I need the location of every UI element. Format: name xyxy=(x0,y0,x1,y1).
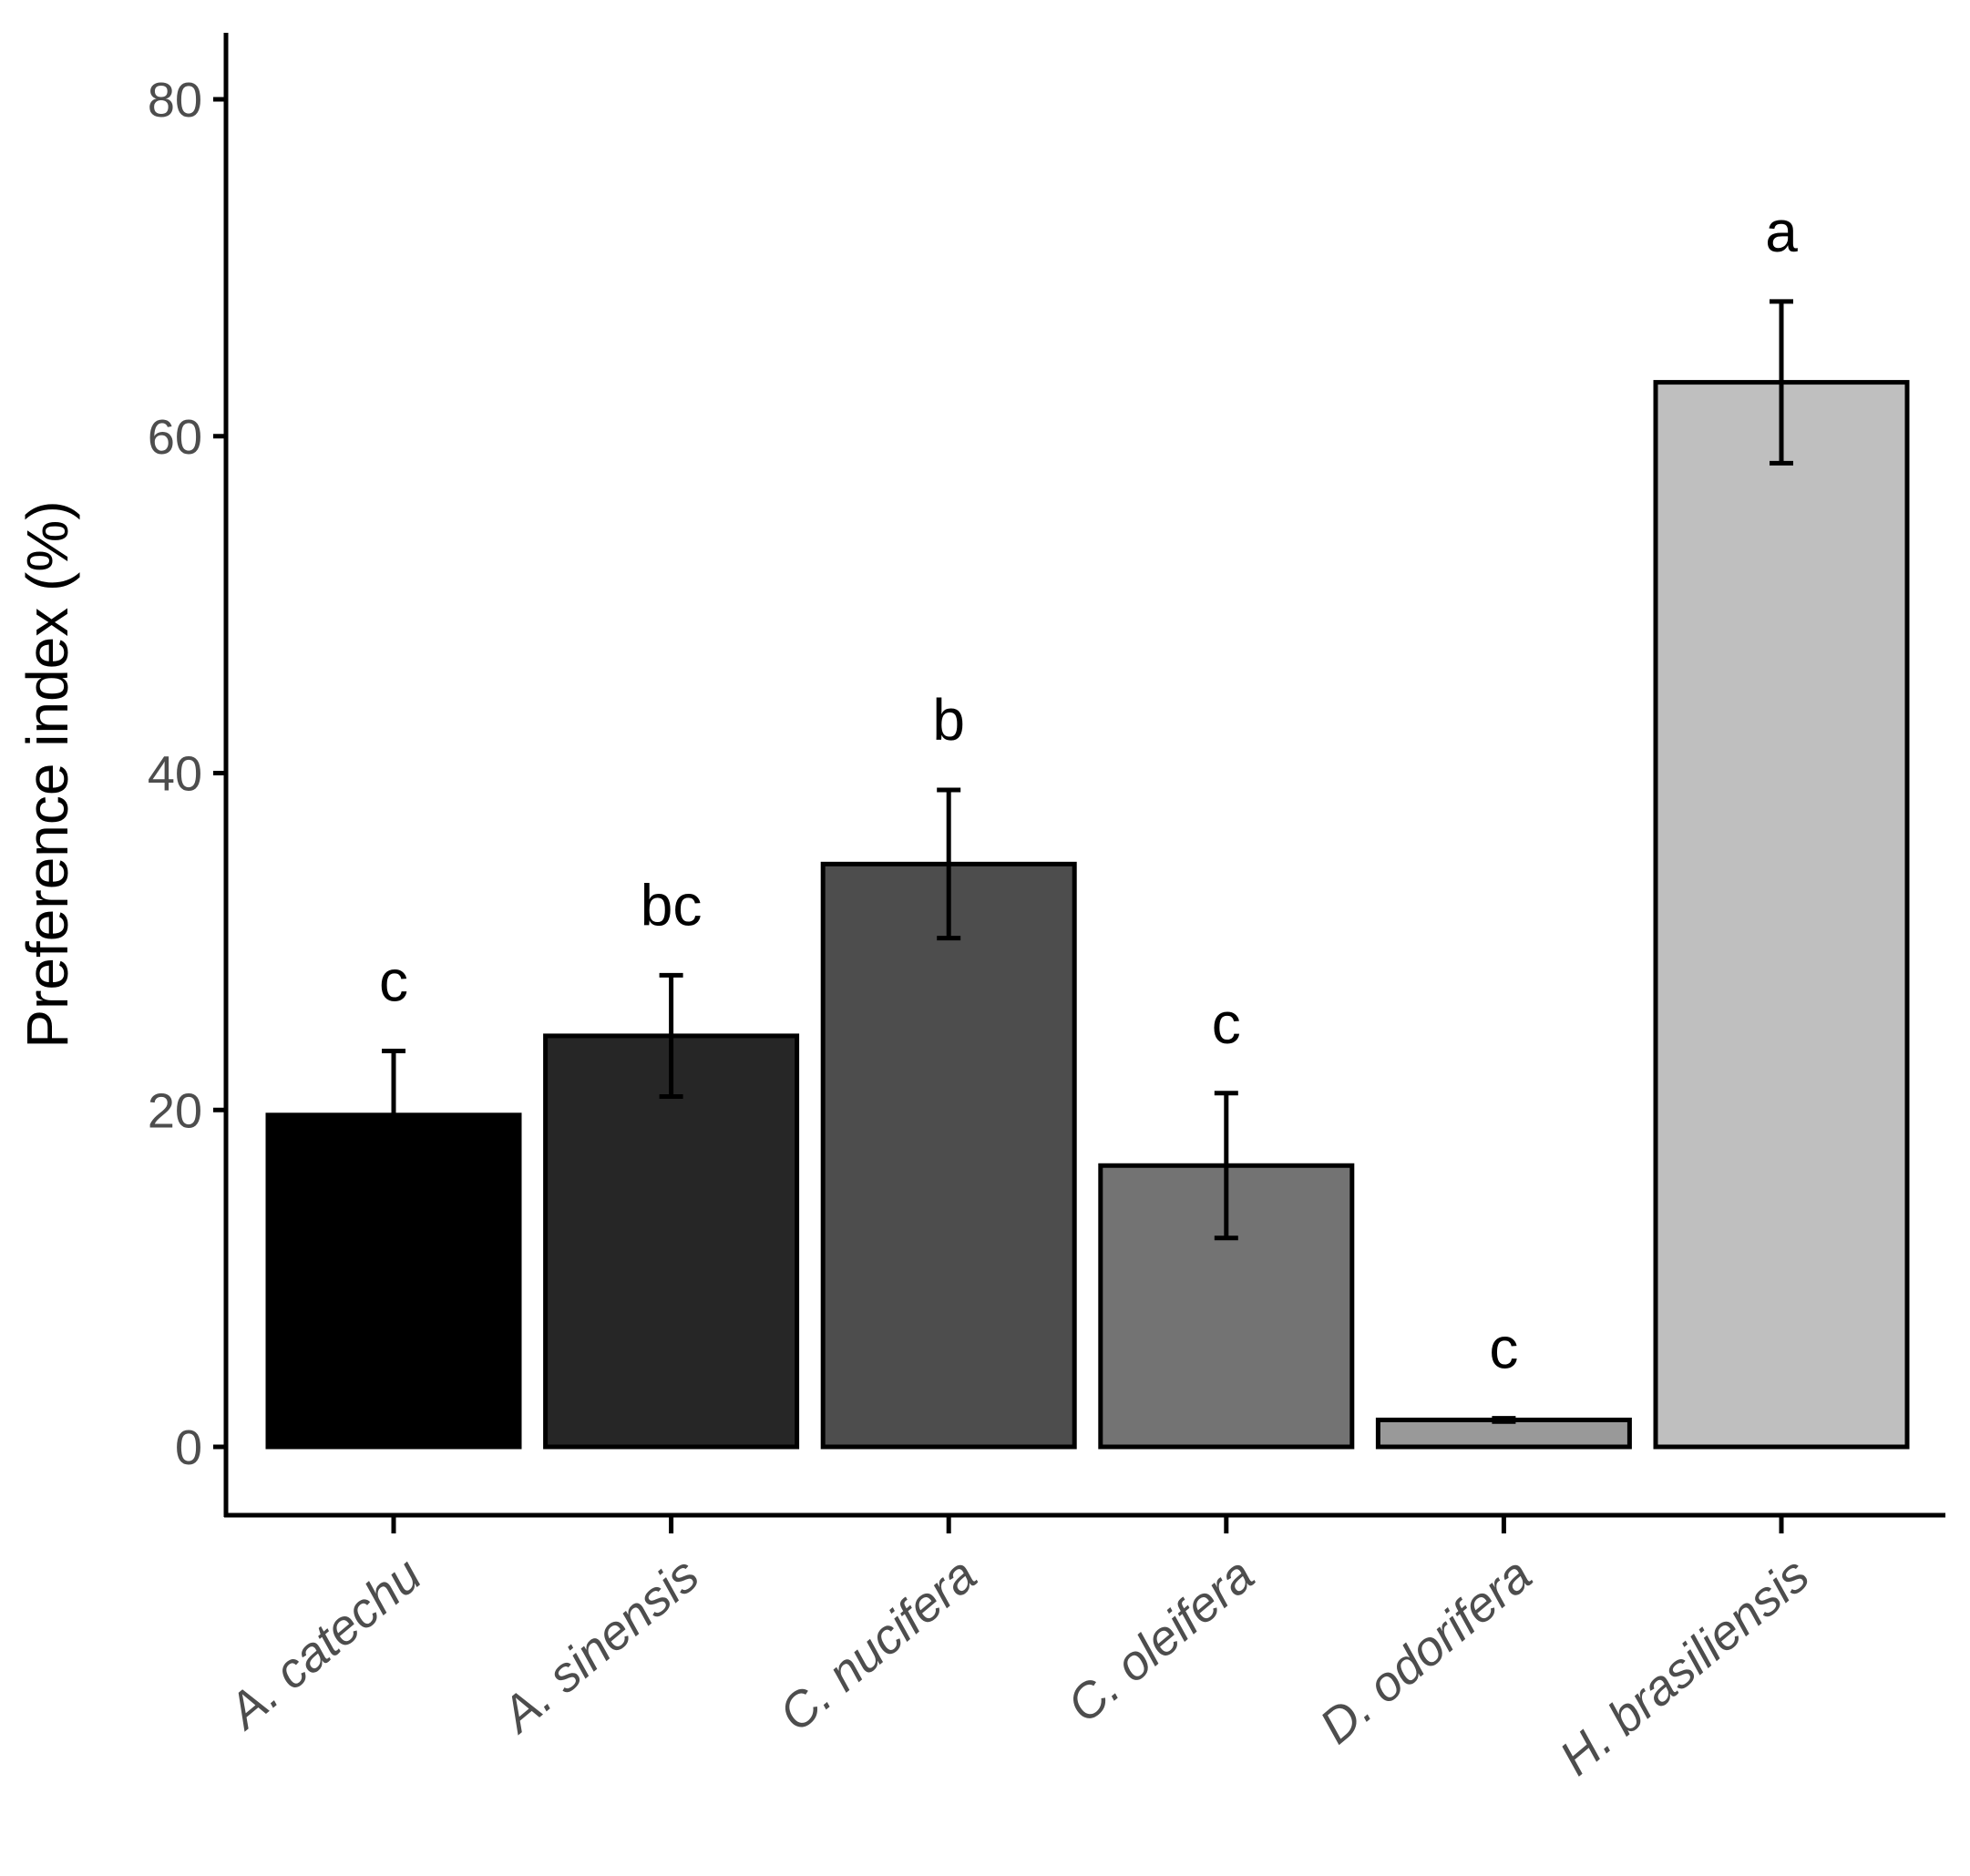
x-tick-label: A. catechu xyxy=(216,1547,431,1740)
significance-letter: c xyxy=(379,948,408,1014)
bar-2 xyxy=(543,1033,800,1450)
significance-letter: b xyxy=(932,687,965,753)
y-ticks-layer: 0 20 40 60 80 xyxy=(148,73,226,1475)
bar-5 xyxy=(1375,1417,1632,1450)
x-tick-label: C. oleifera xyxy=(1057,1547,1264,1733)
y-tick-label: 40 xyxy=(148,747,202,802)
error-bars-layer xyxy=(382,299,1793,1424)
x-tick-label: A. sinensis xyxy=(489,1547,709,1744)
y-tick-label: 60 xyxy=(148,410,202,465)
y-tick-label: 0 xyxy=(175,1420,202,1475)
significance-letter: bc xyxy=(641,872,703,938)
x-ticks-layer: A. catechu A. sinensis C. nucifera C. oleif… xyxy=(216,1515,1820,1786)
x-tick-label: C. nucifera xyxy=(769,1547,987,1742)
y-tick-label: 80 xyxy=(148,73,202,128)
bars-layer xyxy=(265,380,1910,1450)
significance-letter: c xyxy=(1489,1316,1518,1381)
bar-3 xyxy=(820,861,1077,1450)
x-tick-label: D. odorifera xyxy=(1309,1547,1542,1754)
significance-letter: c xyxy=(1212,990,1241,1056)
y-tick-label: 20 xyxy=(148,1083,202,1138)
x-tick-label: H. brasiliensis xyxy=(1550,1547,1820,1786)
y-axis-title: Preference index (%) xyxy=(15,500,80,1048)
significance-letter: a xyxy=(1765,199,1798,264)
bar-6 xyxy=(1653,380,1910,1450)
